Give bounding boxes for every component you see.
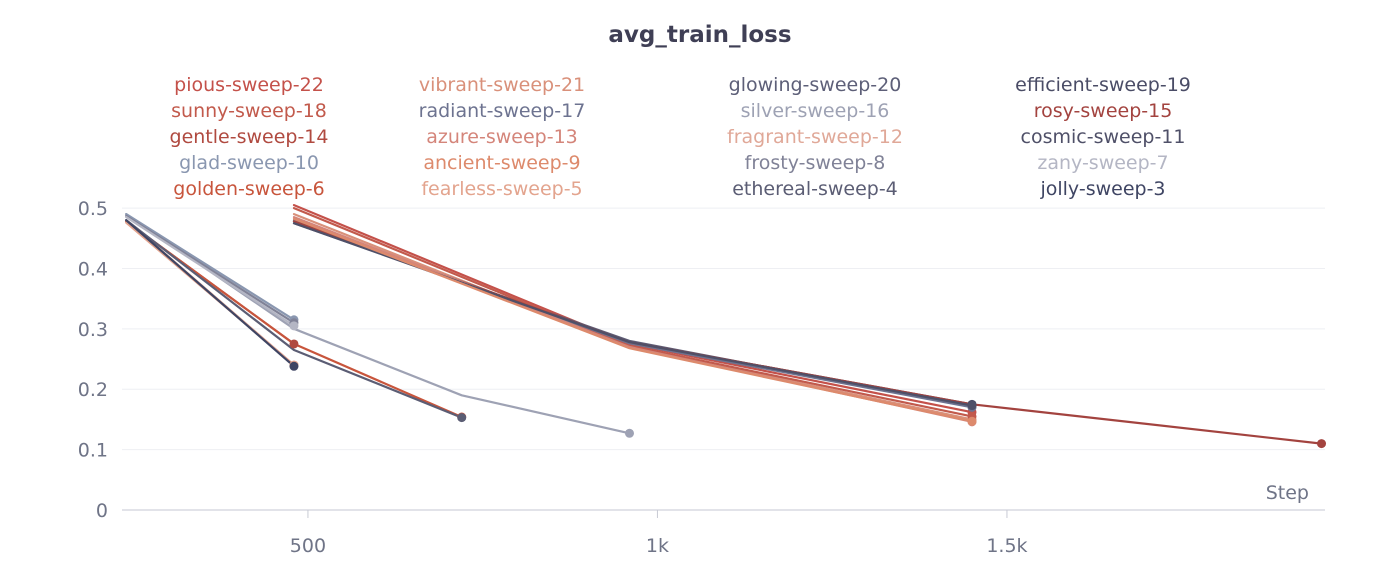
series-end-marker-silver-sweep-16[interactable] bbox=[625, 429, 634, 438]
y-axis-ticks: 0 0.1 0.2 0.3 0.4 0.5 bbox=[78, 198, 108, 522]
series-line-jolly-sweep-3[interactable] bbox=[126, 220, 294, 366]
series-end-marker-gentle-sweep-14[interactable] bbox=[289, 339, 298, 348]
series-line-pious-sweep-22[interactable] bbox=[294, 205, 972, 412]
x-tick-label: 1.5k bbox=[986, 535, 1027, 557]
series-end-marker-jolly-sweep-3[interactable] bbox=[289, 362, 298, 371]
y-tick-label: 0.4 bbox=[78, 258, 108, 280]
series-end-marker-ethereal-sweep-4[interactable] bbox=[457, 413, 466, 422]
x-axis-ticks: 500 1k 1.5k bbox=[290, 535, 1028, 557]
y-tick-label: 0.3 bbox=[78, 319, 108, 341]
x-axis-label: Step bbox=[1266, 482, 1309, 504]
x-tick-label: 1k bbox=[646, 535, 669, 557]
series-line-frosty-sweep-8[interactable] bbox=[126, 216, 294, 323]
y-tick-label: 0.1 bbox=[78, 440, 108, 462]
series-end-marker-ancient-sweep-9[interactable] bbox=[967, 417, 976, 426]
y-tick-label: 0.5 bbox=[78, 198, 108, 220]
series-end-marker-zany-sweep-7[interactable] bbox=[289, 321, 298, 330]
series-line-zany-sweep-7[interactable] bbox=[126, 217, 294, 326]
series-end-marker-cosmic-sweep-11[interactable] bbox=[967, 401, 976, 410]
series-lines bbox=[126, 205, 1321, 444]
series-line-glad-sweep-10[interactable] bbox=[126, 214, 294, 320]
series-end-marker-rosy-sweep-15[interactable] bbox=[1317, 439, 1326, 448]
x-tick-label: 500 bbox=[290, 535, 326, 557]
y-tick-label: 0 bbox=[96, 500, 108, 522]
y-tick-label: 0.2 bbox=[78, 379, 108, 401]
